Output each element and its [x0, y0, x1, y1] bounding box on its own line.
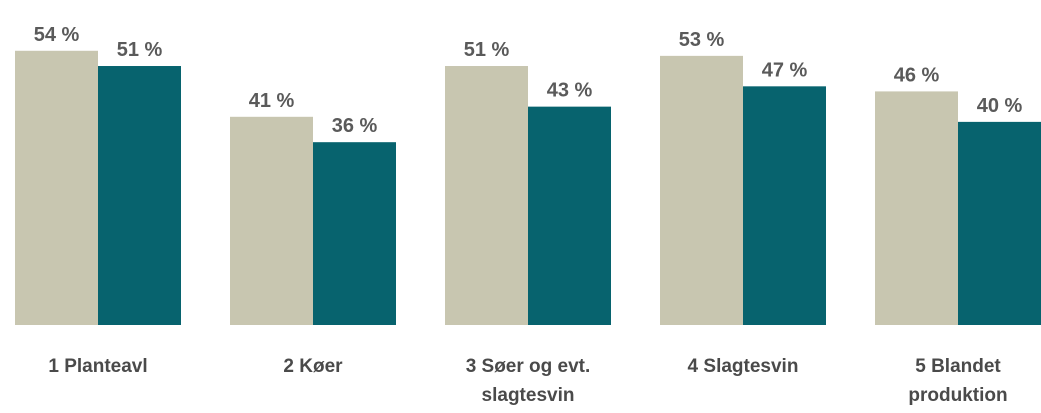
category-label: 3 Søer og evt. slagtesvin: [465, 356, 591, 406]
value-label: 36 %: [332, 115, 378, 137]
bar: [875, 91, 958, 325]
value-label: 47 %: [762, 59, 808, 81]
bar: [958, 121, 1041, 325]
value-label: 43 %: [547, 80, 593, 102]
bar: [445, 66, 528, 325]
value-label: 40 %: [977, 95, 1023, 117]
bar: [313, 142, 396, 325]
category-label: 5 Blandet produktion: [908, 356, 1008, 406]
value-label: 51 %: [464, 39, 510, 61]
value-label: 51 %: [117, 39, 163, 61]
category-label: 1 Planteavl: [48, 356, 148, 377]
bar: [15, 50, 98, 325]
value-label: 41 %: [249, 90, 295, 112]
bar: [660, 55, 743, 325]
category-label: 4 Slagtesvin: [687, 356, 799, 377]
bar: [528, 106, 611, 325]
value-label: 54 %: [34, 24, 80, 46]
bar: [98, 66, 181, 325]
bar: [230, 116, 313, 325]
bar: [743, 86, 826, 325]
value-label: 46 %: [894, 64, 940, 86]
category-label: 2 Køer: [283, 356, 343, 377]
value-label: 53 %: [679, 29, 725, 51]
